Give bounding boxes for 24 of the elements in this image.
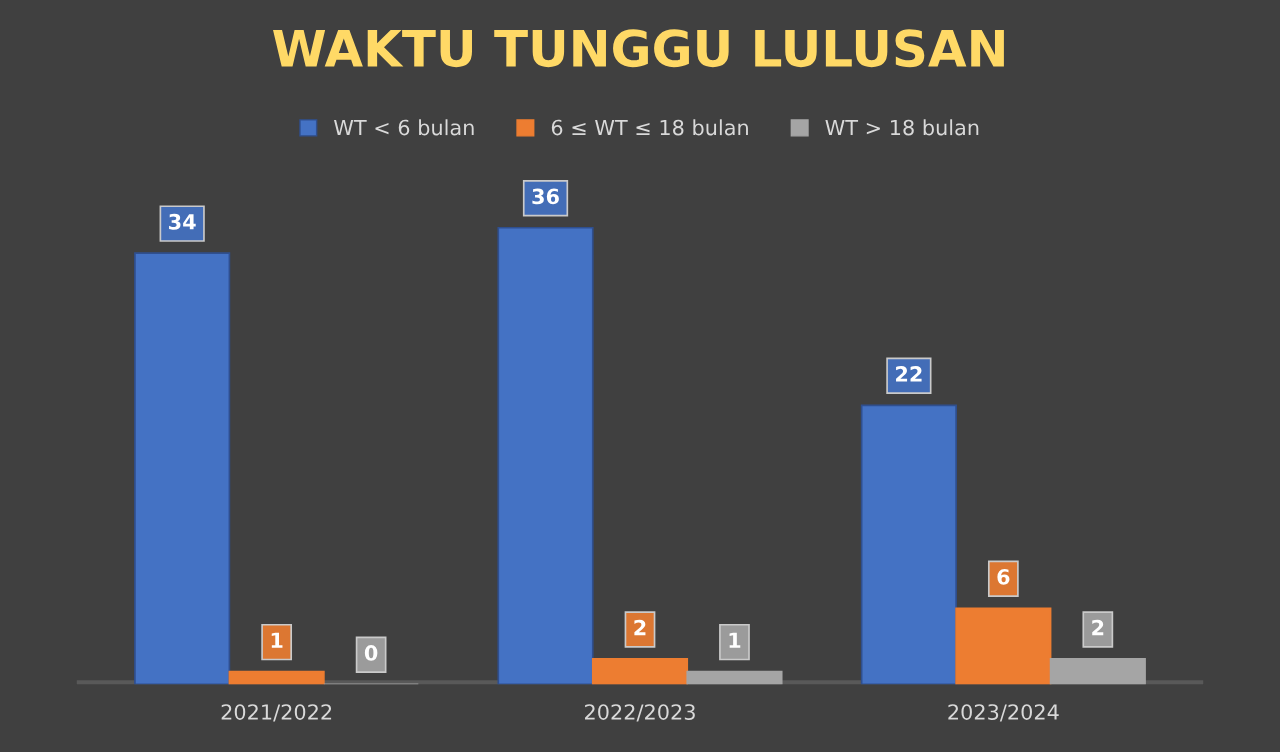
chart-title: WAKTU TUNGGU LULUSAN bbox=[273, 29, 1004, 68]
data-label: 34 bbox=[169, 213, 196, 230]
data-label: 36 bbox=[532, 188, 559, 205]
bar bbox=[860, 404, 957, 685]
data-label: 22 bbox=[896, 366, 922, 382]
data-label: 1 bbox=[271, 632, 283, 648]
x-tick-label: 2021/2022 bbox=[221, 704, 332, 722]
bar bbox=[1049, 658, 1146, 685]
bar bbox=[497, 226, 594, 685]
bar bbox=[591, 658, 689, 685]
data-label: 6 bbox=[997, 569, 1010, 585]
bar bbox=[686, 670, 783, 685]
x-tick-label: 2023/2024 bbox=[948, 704, 1059, 722]
bar bbox=[955, 607, 1052, 685]
data-label: 2 bbox=[1092, 619, 1104, 636]
data-label: 1 bbox=[729, 632, 741, 648]
data-label: 2 bbox=[634, 619, 646, 636]
data-label: 0 bbox=[364, 645, 378, 661]
bar bbox=[228, 670, 325, 685]
legend-label: 6 ≤ WT ≤ 18 bulan bbox=[551, 119, 748, 136]
legend-label: WT > 18 bulan bbox=[825, 119, 979, 136]
legend-label: WT < 6 bulan bbox=[334, 119, 474, 136]
x-tick-label: 2022/2023 bbox=[585, 704, 695, 722]
bar bbox=[134, 252, 231, 685]
